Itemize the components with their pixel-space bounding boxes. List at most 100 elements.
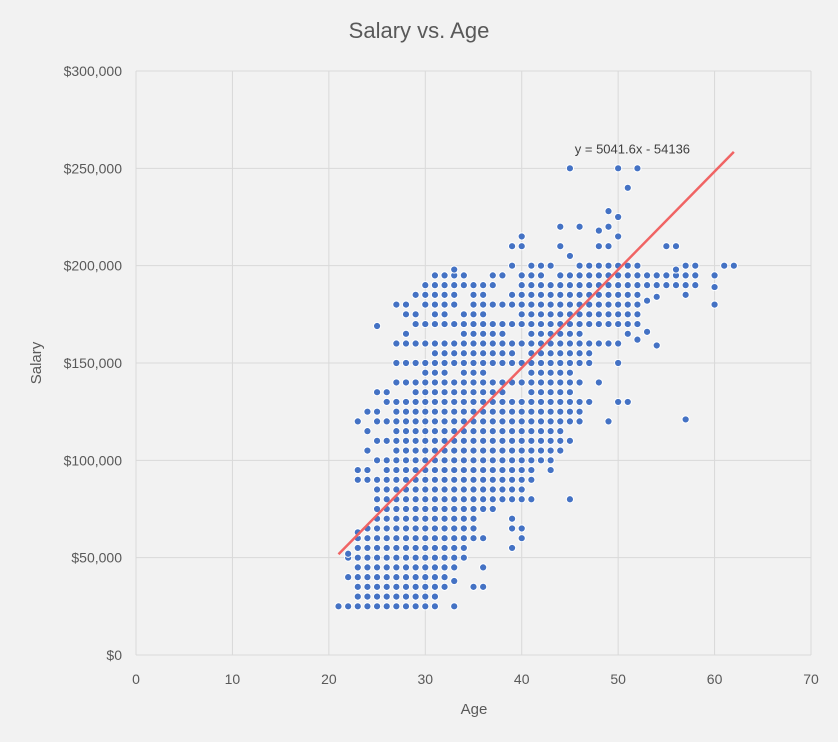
data-point bbox=[450, 417, 459, 426]
data-point bbox=[507, 427, 517, 436]
data-point bbox=[623, 397, 632, 407]
data-point bbox=[623, 300, 632, 309]
data-point bbox=[633, 281, 642, 290]
data-point bbox=[450, 300, 459, 309]
data-point bbox=[411, 602, 420, 611]
data-point bbox=[623, 183, 632, 192]
data-point bbox=[507, 524, 517, 533]
data-point bbox=[401, 553, 411, 562]
data-point bbox=[546, 388, 555, 397]
data-point bbox=[469, 358, 478, 368]
data-point bbox=[488, 329, 497, 338]
data-point bbox=[498, 446, 507, 455]
data-point bbox=[556, 368, 565, 377]
data-point bbox=[450, 514, 459, 523]
data-point bbox=[372, 543, 382, 553]
data-point bbox=[411, 310, 420, 319]
data-point bbox=[479, 485, 488, 494]
data-point bbox=[469, 514, 478, 523]
y-tick-label: $200,000 bbox=[64, 258, 123, 274]
data-point bbox=[440, 407, 449, 416]
data-point bbox=[469, 427, 478, 436]
data-point bbox=[430, 358, 440, 368]
data-point bbox=[353, 543, 362, 553]
x-tick-label: 70 bbox=[803, 671, 819, 687]
data-point bbox=[421, 397, 430, 407]
data-point bbox=[556, 339, 565, 348]
data-point bbox=[440, 465, 449, 475]
data-point bbox=[479, 329, 488, 338]
data-point bbox=[353, 602, 362, 611]
data-point bbox=[411, 553, 420, 562]
data-point bbox=[421, 524, 430, 533]
data-point bbox=[498, 300, 507, 309]
data-point bbox=[401, 504, 411, 514]
data-point bbox=[430, 339, 440, 348]
data-point bbox=[401, 456, 411, 465]
data-point bbox=[372, 563, 382, 572]
data-point bbox=[469, 388, 478, 397]
data-point bbox=[652, 271, 661, 280]
data-point bbox=[604, 281, 613, 290]
data-point bbox=[392, 339, 401, 348]
data-point bbox=[546, 310, 555, 319]
data-point bbox=[556, 242, 565, 251]
data-point bbox=[401, 358, 411, 368]
data-point bbox=[507, 358, 517, 368]
data-point bbox=[401, 407, 411, 416]
data-point bbox=[536, 388, 546, 397]
data-point bbox=[575, 271, 584, 280]
data-point bbox=[372, 524, 382, 533]
data-point bbox=[421, 378, 430, 387]
data-point bbox=[652, 281, 661, 290]
data-point bbox=[430, 582, 440, 591]
data-point bbox=[450, 349, 459, 358]
data-point bbox=[372, 582, 382, 591]
data-point bbox=[392, 504, 401, 514]
data-point bbox=[382, 465, 391, 475]
data-point bbox=[421, 514, 430, 523]
data-point bbox=[507, 339, 517, 348]
y-axis-ticks: $0 $50,000 $100,000 $150,000 $200,000 $250,00… bbox=[64, 63, 123, 663]
data-point bbox=[372, 456, 382, 465]
data-point bbox=[546, 358, 555, 368]
data-point bbox=[671, 281, 681, 290]
data-point bbox=[372, 436, 382, 445]
data-point bbox=[430, 397, 440, 407]
data-point bbox=[430, 271, 440, 280]
data-point bbox=[411, 378, 420, 387]
data-point bbox=[585, 300, 594, 309]
data-point bbox=[604, 319, 613, 329]
data-point bbox=[527, 290, 536, 299]
data-point bbox=[527, 319, 536, 329]
data-point bbox=[392, 524, 401, 533]
data-point bbox=[469, 281, 478, 290]
data-point bbox=[411, 427, 420, 436]
data-point bbox=[546, 436, 555, 445]
data-point bbox=[488, 281, 497, 290]
data-point bbox=[536, 300, 546, 309]
data-point bbox=[411, 495, 420, 504]
data-point bbox=[401, 310, 411, 319]
data-point bbox=[565, 329, 575, 338]
data-point bbox=[440, 339, 449, 348]
data-point bbox=[565, 417, 575, 426]
data-point bbox=[401, 436, 411, 445]
data-point bbox=[430, 563, 440, 572]
data-point bbox=[604, 222, 613, 231]
data-point bbox=[421, 475, 430, 484]
data-point bbox=[517, 300, 526, 309]
data-point bbox=[469, 524, 478, 533]
y-tick-label: $100,000 bbox=[64, 452, 123, 468]
data-point bbox=[459, 349, 468, 358]
data-point bbox=[440, 563, 449, 572]
data-point bbox=[498, 475, 507, 484]
data-point bbox=[604, 242, 613, 251]
data-point bbox=[642, 281, 652, 290]
data-point bbox=[450, 543, 459, 553]
data-point bbox=[392, 427, 401, 436]
data-point bbox=[430, 573, 440, 582]
data-point bbox=[469, 582, 478, 591]
x-tick-label: 10 bbox=[225, 671, 241, 687]
